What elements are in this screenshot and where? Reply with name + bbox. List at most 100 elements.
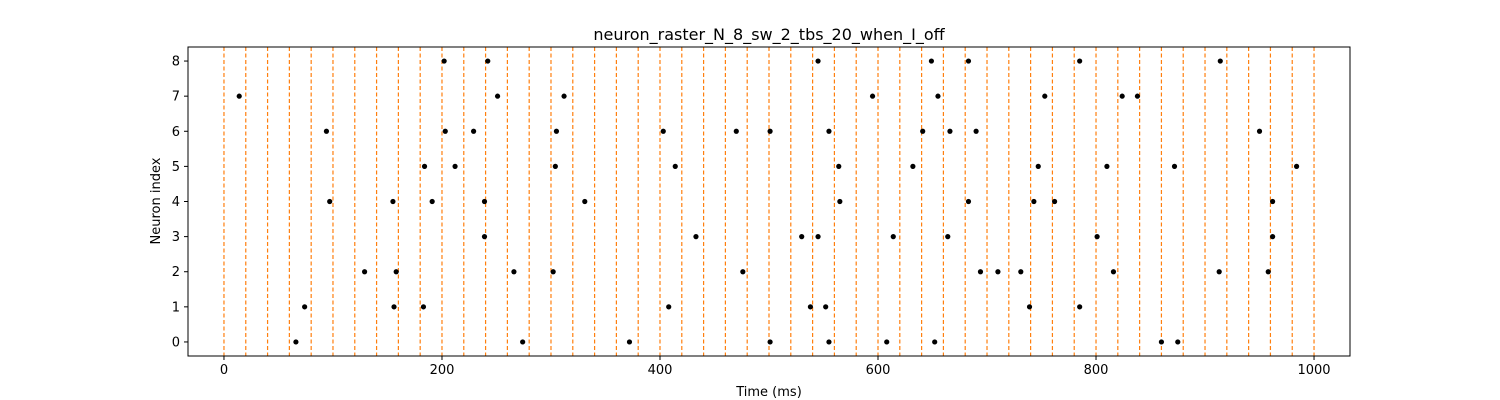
spike-point	[1270, 234, 1276, 240]
spike-point	[920, 128, 926, 134]
spike-point	[1158, 339, 1165, 345]
spike-point	[511, 269, 517, 275]
spike-point	[660, 128, 666, 134]
chart-title: neuron_raster_N_8_sw_2_tbs_20_when_I_off	[593, 25, 945, 45]
spike-point	[693, 234, 699, 240]
spike-point	[1042, 93, 1048, 99]
spike-points-layer	[236, 58, 1300, 345]
spike-point	[561, 93, 567, 99]
y-tick-label: 4	[172, 195, 180, 210]
spike-point	[826, 339, 832, 345]
spike-point	[361, 269, 368, 275]
spike-point	[1293, 163, 1300, 169]
y-tick-label: 6	[172, 125, 180, 140]
spike-point	[884, 339, 890, 345]
spike-point	[421, 163, 428, 169]
spike-point	[393, 269, 399, 275]
spike-point	[1110, 269, 1117, 275]
spike-point	[995, 269, 1001, 275]
spike-point	[582, 198, 588, 205]
x-tick-label: 0	[220, 363, 228, 378]
spike-point	[973, 128, 979, 134]
spike-point	[1077, 304, 1083, 310]
x-tick-label: 1000	[1297, 363, 1330, 378]
x-tick-label: 600	[866, 363, 891, 378]
spike-point	[442, 128, 448, 134]
spike-point	[1270, 198, 1276, 205]
spike-point	[1175, 339, 1181, 345]
spike-point	[1026, 304, 1033, 310]
y-tick-label: 2	[172, 265, 180, 280]
spike-point	[910, 163, 916, 169]
spike-point	[1216, 269, 1222, 275]
spike-point	[553, 128, 560, 134]
spike-point	[947, 128, 953, 134]
y-tick-label: 1	[172, 300, 180, 315]
spike-point	[429, 198, 435, 205]
y-tick-label: 0	[172, 335, 180, 350]
x-axis-label: Time (ms)	[735, 385, 802, 400]
spike-point	[740, 269, 746, 275]
spike-point	[390, 198, 396, 205]
spike-point	[420, 304, 427, 310]
spike-point	[550, 269, 556, 275]
spike-point	[965, 198, 972, 205]
spike-point	[323, 128, 330, 134]
spike-point	[1094, 234, 1100, 240]
spike-point	[1119, 93, 1125, 99]
spike-point	[1035, 163, 1041, 169]
spike-point	[837, 198, 843, 205]
spike-point	[1265, 269, 1271, 275]
spike-point	[481, 198, 488, 205]
x-tick-label: 800	[1084, 363, 1109, 378]
spike-point	[1256, 128, 1263, 134]
spike-point	[965, 58, 972, 64]
x-tick-label: 400	[648, 363, 673, 378]
spike-point	[1077, 58, 1083, 64]
spike-point	[470, 128, 477, 134]
x-ticks-layer: 0 200 400 600 800 1000	[220, 356, 1331, 378]
spike-point	[807, 304, 814, 310]
spike-point	[666, 304, 672, 310]
spike-point	[327, 198, 333, 205]
spike-point	[552, 163, 558, 169]
spike-point	[823, 304, 829, 310]
y-tick-label: 5	[172, 160, 180, 175]
spike-point	[520, 339, 526, 345]
spike-point	[945, 234, 951, 240]
spike-point	[815, 58, 821, 64]
spike-point	[1217, 58, 1223, 64]
y-tick-label: 3	[172, 230, 180, 245]
spike-point	[1051, 198, 1058, 205]
spike-point	[799, 234, 805, 240]
spike-point	[733, 128, 739, 134]
spike-point	[626, 339, 633, 345]
spike-point	[391, 304, 397, 310]
spike-point	[302, 304, 308, 310]
y-tick-label: 7	[172, 90, 180, 105]
spike-point	[1104, 163, 1110, 169]
spike-point	[1134, 93, 1141, 99]
spike-point	[1031, 198, 1037, 205]
spike-point	[494, 93, 501, 99]
spike-point	[767, 339, 773, 345]
spike-point	[485, 58, 491, 64]
spike-point	[441, 58, 447, 64]
spike-point	[236, 93, 242, 99]
spike-point	[869, 93, 876, 99]
spike-point	[815, 234, 821, 240]
spike-point	[767, 128, 773, 134]
spike-point	[481, 234, 488, 240]
spike-point	[1018, 269, 1024, 275]
spike-point	[932, 339, 938, 345]
spike-point	[452, 163, 458, 169]
spike-point	[928, 58, 935, 64]
y-axis-label: Neuron index	[149, 157, 164, 244]
spike-point	[672, 163, 678, 169]
spike-point	[836, 163, 842, 169]
spike-point	[890, 234, 896, 240]
spike-point	[1171, 163, 1178, 169]
y-ticks-layer: 0 1 2 3 4 5 6 7 8	[172, 55, 188, 350]
